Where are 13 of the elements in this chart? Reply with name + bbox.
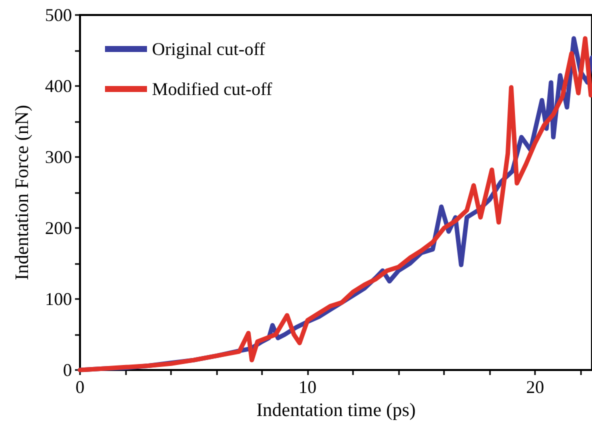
- x-tick-label: 0: [76, 377, 84, 397]
- y-tick-label: 200: [45, 218, 72, 238]
- legend-label: Modified cut-off: [152, 79, 272, 99]
- x-axis-title: Indentation time (ps): [256, 400, 416, 421]
- y-tick-label: 100: [45, 289, 72, 309]
- y-tick-label: 0: [63, 360, 72, 380]
- y-tick-label: 400: [45, 76, 72, 96]
- y-tick-label: 500: [45, 5, 72, 25]
- x-tick-label: 10: [298, 377, 317, 397]
- x-tick-label: 20: [526, 377, 544, 397]
- legend-label: Original cut-off: [152, 39, 266, 59]
- y-tick-label: 300: [45, 147, 72, 167]
- y-axis-title: Indentation Force (nN): [12, 104, 33, 280]
